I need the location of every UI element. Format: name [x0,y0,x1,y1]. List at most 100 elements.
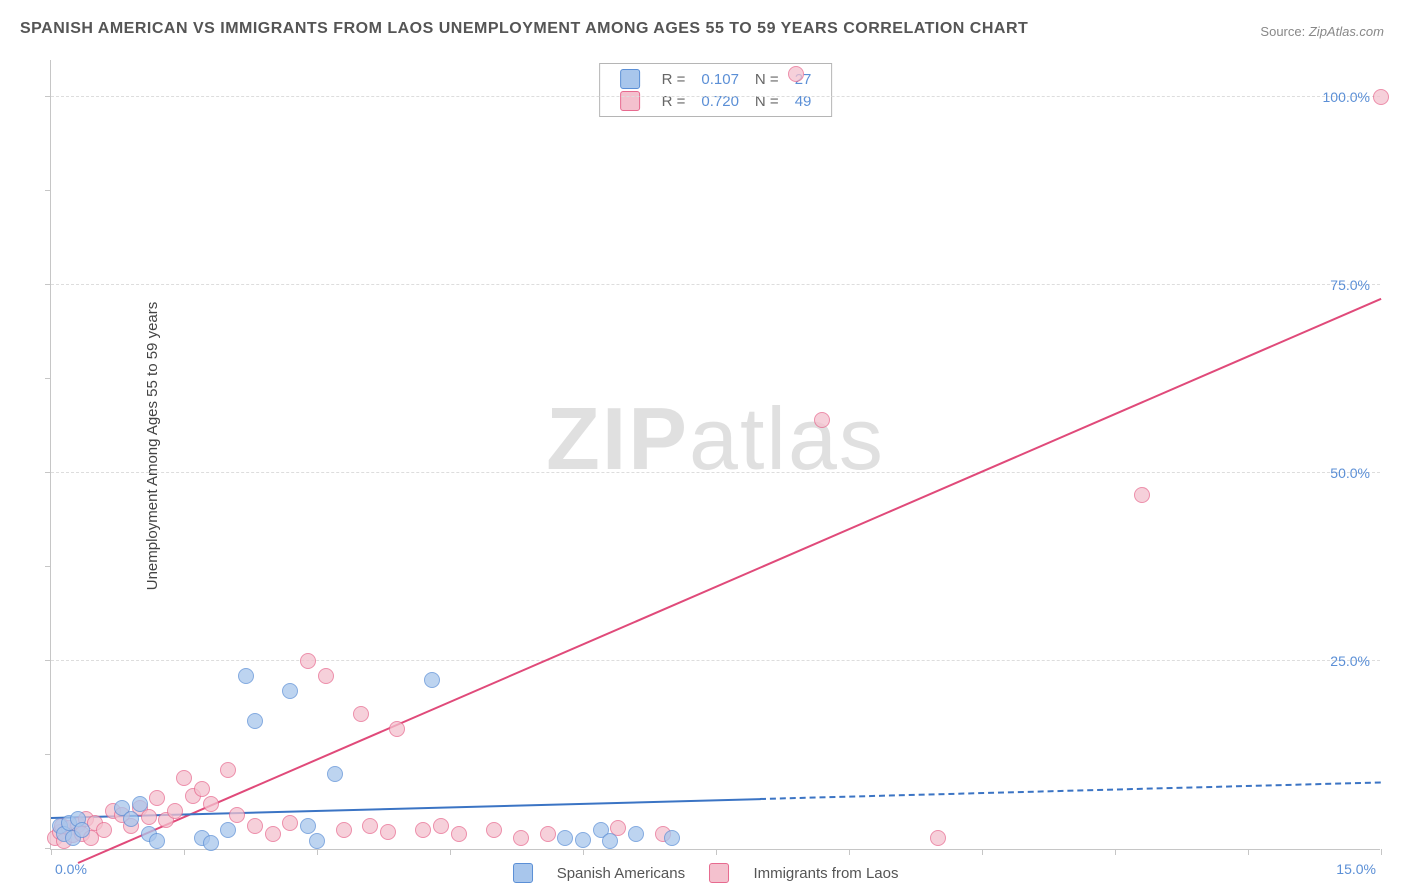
y-tick [45,378,51,379]
watermark-bold: ZIP [546,389,689,488]
data-point [229,807,245,823]
data-point [132,796,148,812]
data-point [176,770,192,786]
data-point [203,796,219,812]
data-point [238,668,254,684]
x-tick [849,849,850,855]
legend-label-a: Spanish Americans [557,865,685,882]
data-point [167,803,183,819]
x-tick [184,849,185,855]
y-tick-label: 50.0% [1330,465,1370,481]
x-axis-min-label: 0.0% [55,861,87,877]
data-point [628,826,644,842]
data-point [265,826,281,842]
swatch-series-b-bottom [709,863,729,883]
data-point [814,412,830,428]
data-point [96,822,112,838]
data-point [327,766,343,782]
series-legend: Spanish Americans Immigrants from Laos [513,863,919,883]
data-point [220,822,236,838]
data-point [247,818,263,834]
y-tick [45,566,51,567]
x-tick [982,849,983,855]
watermark-light: atlas [689,389,885,488]
x-tick [583,849,584,855]
data-point [149,790,165,806]
grid-line [51,472,1380,473]
data-point [247,713,263,729]
data-point [309,833,325,849]
data-point [336,822,352,838]
x-tick [317,849,318,855]
data-point [282,683,298,699]
source-value: ZipAtlas.com [1309,24,1384,39]
data-point [353,706,369,722]
data-point [433,818,449,834]
r-value-b: 0.720 [693,90,747,112]
data-point [318,668,334,684]
data-point [194,781,210,797]
data-point [415,822,431,838]
data-point [203,835,219,851]
data-point [282,815,298,831]
data-point [123,811,139,827]
regression-line [77,298,1381,864]
y-tick [45,660,51,661]
n-value-b: 49 [787,90,820,112]
x-tick [51,849,52,855]
x-tick [1381,849,1382,855]
x-tick [1115,849,1116,855]
swatch-series-b [620,91,640,111]
y-tick [45,754,51,755]
data-point [300,653,316,669]
data-point [300,818,316,834]
x-tick [716,849,717,855]
data-point [788,66,804,82]
data-point [74,822,90,838]
y-tick-label: 75.0% [1330,277,1370,293]
data-point [380,824,396,840]
swatch-series-a-bottom [513,863,533,883]
source-label: Source: [1260,24,1305,39]
data-point [451,826,467,842]
data-point [575,832,591,848]
plot-area: ZIPatlas R = 0.107 N = 27 R = 0.720 N = … [50,60,1380,850]
y-tick [45,472,51,473]
data-point [149,833,165,849]
x-axis-max-label: 15.0% [1336,861,1376,877]
n-label-b: N = [747,90,787,112]
data-point [540,826,556,842]
data-point [557,830,573,846]
legend-label-b: Immigrants from Laos [753,865,898,882]
data-point [486,822,502,838]
x-tick [1248,849,1249,855]
data-point [141,809,157,825]
grid-line [51,284,1380,285]
r-value-a: 0.107 [693,68,747,90]
chart-title: SPANISH AMERICAN VS IMMIGRANTS FROM LAOS… [20,20,1028,38]
data-point [513,830,529,846]
r-label-a: R = [654,68,694,90]
y-tick-label: 25.0% [1330,653,1370,669]
data-point [389,721,405,737]
watermark: ZIPatlas [546,388,885,490]
y-tick [45,284,51,285]
data-point [1134,487,1150,503]
legend-row-series-b: R = 0.720 N = 49 [612,90,820,112]
r-label-b: R = [654,90,694,112]
data-point [664,830,680,846]
y-tick [45,96,51,97]
data-point [220,762,236,778]
data-point [362,818,378,834]
grid-line [51,660,1380,661]
grid-line [51,96,1380,97]
data-point [930,830,946,846]
data-point [1373,89,1389,105]
regression-line [760,782,1381,801]
data-point [602,833,618,849]
y-tick-label: 100.0% [1323,89,1370,105]
n-label-a: N = [747,68,787,90]
x-tick [450,849,451,855]
source-attribution: Source: ZipAtlas.com [1260,24,1384,39]
swatch-series-a [620,69,640,89]
